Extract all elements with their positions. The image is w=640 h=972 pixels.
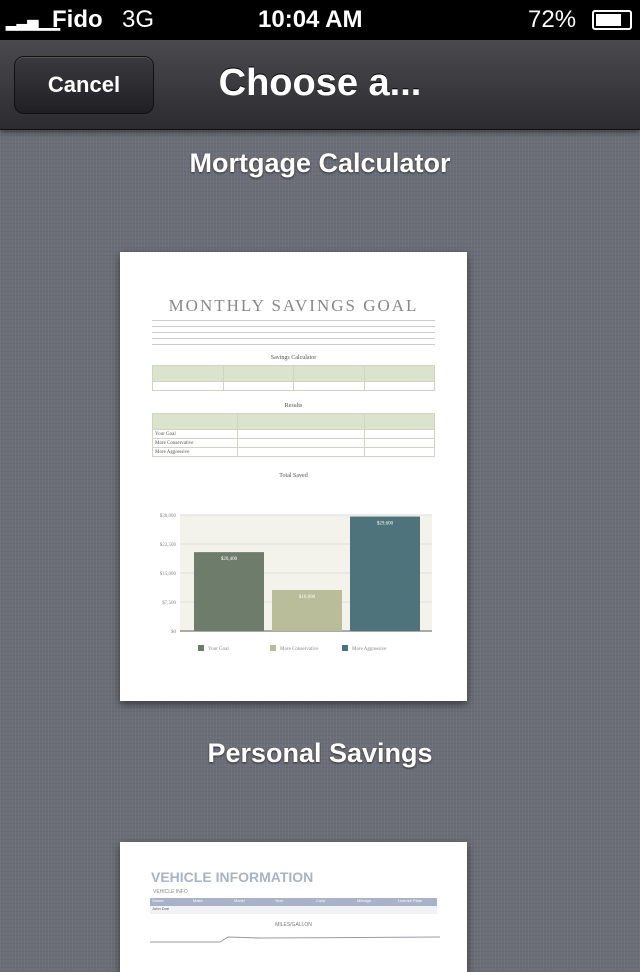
table-cell [232, 906, 273, 914]
legend-label: Your Goal [208, 647, 229, 652]
bar-value-label: $10,600 [299, 595, 316, 600]
y-tick-label: $30,000 [160, 514, 177, 519]
table-header: Mileage [357, 898, 372, 903]
network: 3G [122, 6, 155, 33]
legend-swatch [342, 645, 348, 651]
carrier: Fido [52, 6, 103, 33]
chart-title: MILES/GALLON [275, 922, 312, 928]
y-tick-label: $0 [171, 630, 177, 635]
y-tick-label: $22,500 [160, 543, 177, 548]
clock: 10:04 AM [258, 6, 363, 33]
table-header: License Plate [398, 898, 423, 903]
signal-icon: ▂▃▅▁▁ [6, 14, 60, 30]
template-label: Mortgage Calculator [189, 148, 451, 178]
legend-swatch [198, 645, 204, 651]
battery-icon [592, 10, 632, 30]
table-cell [273, 906, 314, 914]
status-bar: ▂▃▅▁▁ Fido 3G 10:04 AM 72% [0, 0, 640, 40]
template-label: Personal Savings [207, 738, 433, 768]
bar-value-label: $20,400 [221, 557, 238, 562]
bar [350, 516, 420, 631]
doc-title: VEHICLE INFORMATION [151, 869, 314, 885]
y-tick-label: $15,000 [160, 572, 177, 577]
bar-value-label: $29,600 [377, 522, 394, 527]
table-cell [396, 906, 437, 914]
chart-title: Total Saved [279, 473, 308, 479]
bar [194, 552, 264, 631]
y-tick-label: $7,500 [162, 601, 176, 606]
table-title: Savings Calculator [270, 355, 317, 361]
legend-label: More Conservative [280, 647, 319, 652]
table-header: Model [234, 898, 245, 903]
cancel-button[interactable]: Cancel [14, 56, 154, 114]
template-thumbnail-mortgage[interactable]: MONTHLY SAVINGS GOAL Savings Calculator … [120, 252, 467, 701]
results-table: Your Goal More Conservative More Aggressiv… [152, 413, 435, 457]
table-cell [355, 906, 396, 914]
table-header: Make [193, 898, 203, 903]
table-header: Year [275, 898, 284, 903]
table-cell [191, 906, 232, 914]
table-header: Owner [152, 898, 164, 903]
savings-table [152, 365, 435, 391]
legend-swatch [270, 645, 276, 651]
table-cell: John Doe [152, 906, 170, 911]
mileage-chart [150, 936, 441, 943]
bar [272, 590, 342, 631]
table-header: Color [316, 898, 326, 903]
doc-title: MONTHLY SAVINGS GOAL [168, 296, 419, 315]
template-thumbnail-personal-savings[interactable]: VEHICLE INFORMATION VEHICLE INFO Owner Ma… [120, 842, 467, 972]
page-title: Choose a... [218, 62, 422, 104]
navigation-bar: Cancel Choose a... [0, 40, 640, 130]
section-title: VEHICLE INFO [153, 889, 188, 895]
total-saved-chart: $0 $7,500 $15,000 $22,500 $30,000 $20,400 Your… [160, 514, 432, 652]
battery-percent: 72% [528, 6, 577, 33]
table-cell [314, 906, 355, 914]
table-title: Results [284, 403, 303, 409]
legend-label: More Aggressive [352, 647, 387, 652]
